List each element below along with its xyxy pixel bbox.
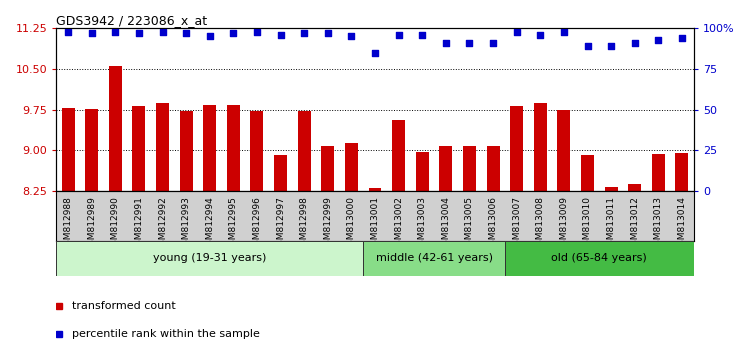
Bar — [676, 153, 688, 191]
Point — [274, 32, 286, 38]
Bar — [505, 241, 694, 276]
Point — [251, 29, 263, 34]
Bar — [440, 146, 452, 191]
Point — [628, 40, 640, 46]
Point — [487, 40, 499, 46]
Point — [157, 29, 169, 34]
Bar — [581, 155, 594, 191]
Bar — [109, 66, 122, 191]
Point — [369, 50, 381, 56]
Point — [558, 29, 570, 34]
Bar — [251, 112, 263, 191]
Bar — [534, 103, 547, 191]
Bar — [510, 106, 524, 191]
Text: GSM812993: GSM812993 — [182, 196, 190, 251]
Point — [86, 30, 98, 36]
Bar — [392, 120, 405, 191]
Point — [534, 32, 546, 38]
Text: transformed count: transformed count — [72, 301, 176, 311]
Bar — [363, 241, 505, 276]
Text: GSM813001: GSM813001 — [370, 196, 380, 251]
Point — [133, 30, 145, 36]
Point — [227, 30, 239, 36]
Text: young (19-31 years): young (19-31 years) — [153, 253, 266, 263]
Text: GSM813008: GSM813008 — [536, 196, 544, 251]
Text: GSM812991: GSM812991 — [134, 196, 143, 251]
Text: GSM813000: GSM813000 — [347, 196, 356, 251]
Text: GSM812990: GSM812990 — [111, 196, 120, 251]
Bar — [179, 112, 193, 191]
Text: GSM813002: GSM813002 — [394, 196, 403, 251]
Text: GSM812996: GSM812996 — [253, 196, 262, 251]
Point — [322, 30, 334, 36]
Bar — [557, 110, 571, 191]
Text: GSM813009: GSM813009 — [560, 196, 568, 251]
Bar — [56, 241, 363, 276]
Text: old (65-84 years): old (65-84 years) — [551, 253, 647, 263]
Text: GSM813005: GSM813005 — [465, 196, 474, 251]
Text: GSM812995: GSM812995 — [229, 196, 238, 251]
Text: GSM813004: GSM813004 — [441, 196, 450, 251]
Bar — [203, 105, 216, 191]
Text: middle (42-61 years): middle (42-61 years) — [376, 253, 493, 263]
Text: GSM813003: GSM813003 — [418, 196, 427, 251]
Text: GDS3942 / 223086_x_at: GDS3942 / 223086_x_at — [56, 14, 207, 27]
Text: GSM812994: GSM812994 — [206, 196, 214, 251]
Bar — [652, 154, 664, 191]
Point — [62, 29, 74, 34]
Bar — [368, 188, 382, 191]
Point — [298, 30, 310, 36]
Text: GSM813006: GSM813006 — [488, 196, 497, 251]
Text: GSM813010: GSM813010 — [583, 196, 592, 251]
Bar — [463, 146, 476, 191]
Point — [110, 29, 122, 34]
Bar — [274, 155, 287, 191]
Text: GSM812992: GSM812992 — [158, 196, 167, 251]
Text: GSM812999: GSM812999 — [323, 196, 332, 251]
Bar — [628, 184, 641, 191]
Text: GSM812988: GSM812988 — [64, 196, 73, 251]
Bar — [298, 112, 310, 191]
Point — [464, 40, 476, 46]
Bar — [321, 145, 334, 191]
Bar — [226, 105, 240, 191]
Text: GSM812989: GSM812989 — [87, 196, 96, 251]
Bar — [604, 187, 617, 191]
Point — [581, 44, 593, 49]
Point — [180, 30, 192, 36]
Text: GSM813013: GSM813013 — [654, 196, 663, 251]
Bar — [487, 146, 500, 191]
Point — [676, 35, 688, 41]
Text: GSM812998: GSM812998 — [300, 196, 309, 251]
Text: GSM812997: GSM812997 — [276, 196, 285, 251]
Text: percentile rank within the sample: percentile rank within the sample — [72, 330, 260, 339]
Point — [204, 34, 216, 39]
Point — [346, 34, 358, 39]
Text: GSM813012: GSM813012 — [630, 196, 639, 251]
Point — [652, 37, 664, 42]
Bar — [345, 143, 358, 191]
Text: GSM813007: GSM813007 — [512, 196, 521, 251]
Bar — [62, 108, 74, 191]
Text: GSM813011: GSM813011 — [607, 196, 616, 251]
Point — [392, 32, 404, 38]
Point — [416, 32, 428, 38]
Bar — [133, 106, 146, 191]
Bar — [416, 152, 429, 191]
Bar — [156, 103, 169, 191]
Point — [440, 40, 452, 46]
Point — [511, 29, 523, 34]
Point — [605, 44, 617, 49]
Bar — [86, 109, 98, 191]
Text: GSM813014: GSM813014 — [677, 196, 686, 251]
